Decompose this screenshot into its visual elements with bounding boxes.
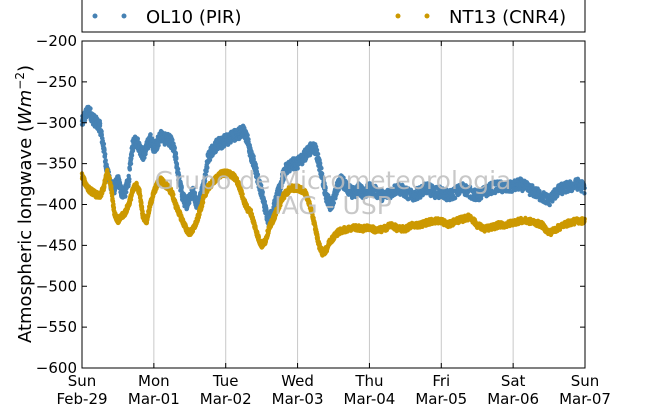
data-point bbox=[97, 121, 103, 126]
data-point bbox=[99, 129, 104, 134]
data-point bbox=[107, 176, 113, 181]
data-point bbox=[207, 157, 213, 163]
data-point bbox=[102, 184, 107, 190]
data-point bbox=[129, 153, 135, 158]
legend-marker-ol10 bbox=[92, 13, 98, 19]
legend-label-ol10: OL10 (PIR) bbox=[146, 7, 242, 28]
data-point bbox=[275, 195, 280, 201]
data-point bbox=[170, 137, 175, 143]
data-point bbox=[156, 143, 161, 148]
legend-marker-nt13 bbox=[424, 13, 430, 19]
data-point bbox=[191, 186, 196, 191]
data-point bbox=[203, 173, 209, 178]
data-point bbox=[547, 202, 552, 208]
data-point bbox=[173, 151, 179, 156]
series-0 bbox=[79, 104, 587, 229]
data-points bbox=[79, 104, 587, 258]
data-point bbox=[202, 178, 208, 183]
legend-box bbox=[81, 0, 586, 33]
data-point bbox=[103, 158, 108, 163]
data-point bbox=[142, 155, 147, 160]
data-point bbox=[138, 193, 143, 199]
data-point bbox=[103, 151, 108, 157]
data-point bbox=[315, 151, 321, 157]
data-point bbox=[314, 147, 320, 153]
data-point bbox=[82, 118, 88, 123]
data-point bbox=[582, 191, 587, 196]
legend-item-nt13: NT13 (CNR4) bbox=[395, 7, 566, 28]
data-point bbox=[128, 161, 134, 166]
data-point bbox=[204, 169, 209, 174]
data-point bbox=[102, 147, 107, 153]
data-point bbox=[110, 191, 115, 196]
legend: OL10 (PIR) NT13 (CNR4) bbox=[81, 0, 586, 33]
data-point bbox=[192, 190, 198, 195]
data-point bbox=[88, 106, 93, 111]
data-point bbox=[127, 176, 132, 182]
data-point bbox=[245, 133, 250, 138]
data-point bbox=[130, 148, 136, 153]
data-point bbox=[259, 183, 264, 188]
data-point bbox=[254, 165, 259, 171]
data-point bbox=[318, 161, 323, 166]
data-point bbox=[175, 166, 181, 172]
data-point bbox=[179, 185, 184, 190]
data-point bbox=[255, 172, 261, 177]
data-point bbox=[109, 184, 114, 189]
legend-item-ol10: OL10 (PIR) bbox=[92, 7, 242, 28]
data-point bbox=[124, 189, 129, 195]
legend-marker-nt13 bbox=[395, 13, 401, 19]
gridlines bbox=[153, 41, 514, 368]
data-point bbox=[197, 212, 202, 217]
data-point bbox=[123, 194, 128, 199]
data-point bbox=[205, 165, 210, 170]
data-point bbox=[172, 145, 177, 151]
data-point bbox=[177, 175, 182, 181]
data-point bbox=[260, 189, 265, 195]
legend-label-nt13: NT13 (CNR4) bbox=[449, 7, 566, 28]
data-point bbox=[319, 166, 324, 171]
data-point bbox=[101, 141, 107, 147]
data-point bbox=[174, 156, 179, 161]
data-point bbox=[127, 167, 132, 172]
legend-marker-ol10 bbox=[121, 13, 127, 19]
data-point bbox=[200, 200, 206, 205]
data-point bbox=[148, 132, 153, 137]
data-point bbox=[295, 166, 300, 171]
